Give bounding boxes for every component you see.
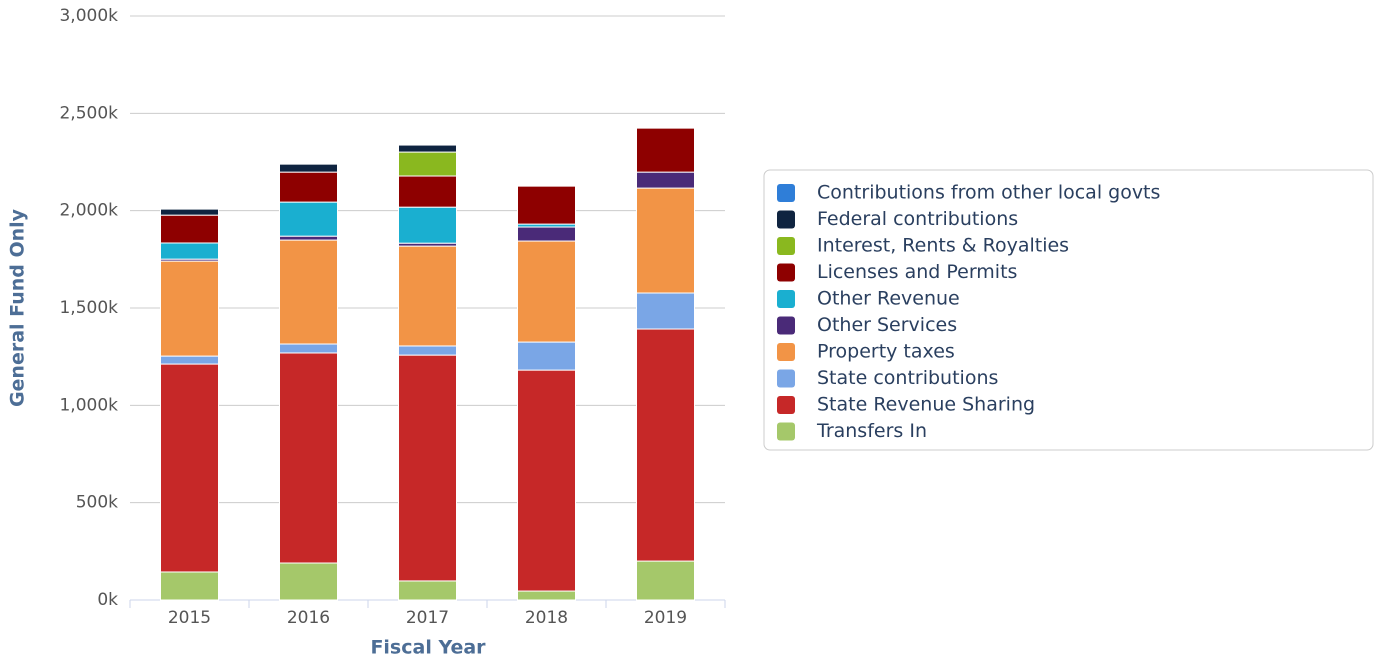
legend-label: State Revenue Sharing — [817, 394, 1035, 416]
y-tick-label: 1,500k — [59, 298, 118, 318]
legend-swatch — [777, 237, 795, 255]
legend-swatch — [777, 184, 795, 202]
y-tick-label: 3,000k — [59, 6, 118, 26]
bar-segment — [517, 590, 576, 601]
legend-label: Interest, Rents & Royalties — [817, 235, 1069, 257]
legend-swatch — [777, 422, 795, 441]
legend-label: Contributions from other local govts — [817, 182, 1160, 204]
bar-segment — [160, 208, 219, 216]
bar-segment — [517, 226, 576, 242]
bar-segment — [160, 355, 219, 365]
legend-swatch — [777, 210, 795, 229]
x-axis-title: Fiscal Year — [370, 637, 486, 659]
bar-segment — [398, 354, 457, 582]
bar-segment — [279, 343, 338, 354]
y-tick-label: 2,500k — [59, 103, 118, 123]
bar-segment — [279, 239, 338, 345]
bar-segment — [398, 151, 457, 177]
x-tick-label: 2018 — [525, 608, 568, 628]
legend-swatch — [777, 396, 795, 414]
legend-label: Federal contributions — [817, 208, 1018, 230]
legend-label: Other Revenue — [817, 288, 960, 310]
y-axis-title: General Fund Only — [7, 208, 29, 407]
bar-segment — [160, 571, 219, 601]
bar-segment — [517, 240, 576, 343]
bar-segment — [160, 363, 219, 573]
bar-segment — [279, 163, 338, 173]
bar-segment — [398, 580, 457, 601]
legend-label: State contributions — [817, 367, 998, 389]
x-tick-label: 2015 — [168, 608, 211, 628]
bar-segment — [636, 127, 695, 173]
legend-swatch — [777, 290, 795, 308]
bar-segment — [398, 206, 457, 244]
bar-segment — [160, 242, 219, 260]
bar-segment — [160, 214, 219, 244]
bar-segment — [636, 292, 695, 330]
legend-box — [763, 169, 1374, 451]
legend-swatch — [777, 316, 795, 335]
bar-segment — [279, 235, 338, 241]
bar-segment — [160, 260, 219, 357]
bar-segment — [398, 144, 457, 153]
x-tick-label: 2019 — [644, 608, 687, 628]
bar-segment — [636, 560, 695, 601]
bar-segment — [279, 352, 338, 564]
bar-segment — [636, 187, 695, 294]
x-tick-label: 2017 — [406, 608, 449, 628]
y-tick-label: 500k — [76, 493, 118, 513]
bar-segment — [517, 341, 576, 371]
bar-segment — [398, 175, 457, 208]
bar-segment — [517, 185, 576, 225]
y-tick-label: 2,000k — [59, 201, 118, 221]
bar-segment — [636, 328, 695, 562]
bar-segment — [636, 171, 695, 189]
legend-swatch — [777, 263, 795, 282]
y-tick-label: 1,000k — [59, 395, 118, 415]
bar-segment — [517, 369, 576, 592]
bar-segment — [398, 245, 457, 347]
bar-segment — [279, 201, 338, 237]
legend-swatch — [777, 369, 795, 388]
bar-segment — [398, 345, 457, 356]
y-tick-label: 0k — [97, 590, 118, 610]
legend-label: Licenses and Permits — [817, 261, 1017, 283]
legend-label: Other Services — [817, 314, 957, 336]
bar-segment — [279, 171, 338, 203]
legend-swatch — [777, 343, 795, 361]
legend-label: Property taxes — [817, 341, 955, 363]
legend-label: Transfers In — [816, 420, 927, 442]
x-tick-label: 2016 — [287, 608, 330, 628]
bar-segment — [279, 562, 338, 601]
